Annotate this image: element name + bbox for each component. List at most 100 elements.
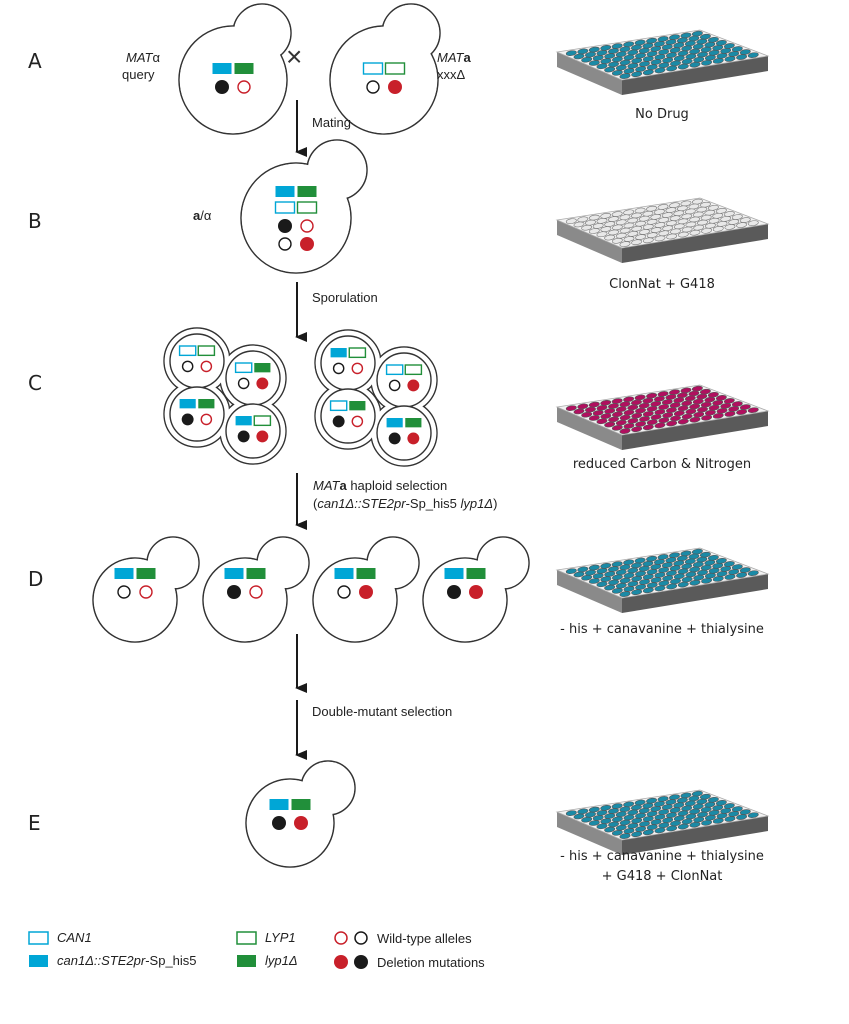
well: [642, 69, 654, 76]
well: [693, 816, 705, 823]
well: [577, 808, 589, 815]
well: [596, 231, 608, 238]
well: [615, 51, 627, 58]
well: [700, 401, 712, 408]
plate-e: [555, 789, 770, 855]
well: [619, 73, 631, 79]
can1-marker: [329, 400, 348, 412]
well: [747, 570, 759, 576]
well: [642, 802, 654, 809]
well: [623, 423, 635, 429]
well: [653, 559, 665, 565]
well: [627, 822, 639, 829]
well: [619, 241, 631, 247]
well: [723, 43, 735, 49]
can1-marker: [274, 201, 296, 214]
well: [723, 398, 735, 404]
well: [635, 66, 647, 72]
tetrad-1: [163, 327, 287, 465]
well: [681, 576, 693, 583]
well: [646, 392, 658, 399]
well: [685, 53, 697, 60]
plate-label-b: ClonNat + G418: [609, 277, 715, 292]
well: [662, 225, 674, 232]
well: [712, 562, 724, 569]
well: [661, 804, 673, 810]
can1-deletion-marker: [114, 568, 134, 579]
well: [716, 813, 728, 819]
well: [646, 219, 658, 225]
deletion-black-allele: [237, 430, 250, 443]
well: [654, 585, 666, 592]
well: [684, 395, 696, 402]
well: [611, 425, 623, 431]
lyp1-marker: [404, 364, 423, 376]
cell-fill: [241, 163, 351, 273]
lyp1-deletion-marker: [349, 401, 366, 411]
wild-type-black-allele: [337, 585, 351, 599]
well: [673, 42, 685, 49]
row-label-c: C: [28, 371, 42, 395]
well: [592, 815, 604, 821]
well: [588, 46, 600, 53]
well: [747, 812, 759, 818]
wild-type-red-allele: [351, 415, 364, 428]
well: [619, 577, 631, 584]
well: [665, 207, 677, 213]
well: [604, 571, 616, 577]
lyp1-marker: [296, 201, 318, 214]
well: [627, 217, 639, 224]
well: [681, 805, 693, 812]
legend-del-red: [334, 955, 348, 969]
well: [685, 221, 697, 228]
step-haploid-genotype: (can1Δ::STE2pr-Sp_his5 lyp1Δ): [313, 496, 497, 511]
well: [619, 59, 631, 66]
well: [619, 227, 631, 234]
well: [600, 413, 612, 419]
well: [697, 51, 708, 58]
well: [677, 568, 689, 575]
well: [604, 234, 616, 241]
well: [585, 51, 596, 58]
can1-deletion-marker: [334, 568, 354, 579]
well: [724, 816, 736, 822]
well: [631, 426, 643, 433]
double-mutant-cell: [245, 760, 356, 868]
plate-label-a: No Drug: [635, 107, 689, 122]
well: [646, 555, 658, 562]
can1-deletion-marker: [212, 63, 232, 74]
well: [623, 801, 635, 808]
well: [708, 49, 720, 56]
well: [662, 817, 674, 824]
well: [650, 564, 662, 570]
well: [700, 806, 712, 813]
well: [665, 557, 677, 563]
well: [581, 816, 593, 823]
well: [697, 219, 708, 226]
well: [731, 46, 743, 52]
can1-deletion-marker: [179, 399, 196, 409]
well: [673, 55, 685, 62]
well: [565, 405, 577, 411]
well: [650, 46, 662, 52]
well: [724, 224, 736, 230]
well: [697, 811, 708, 818]
well: [619, 414, 631, 421]
well: [712, 413, 724, 419]
well: [630, 44, 642, 51]
well: [677, 50, 689, 57]
well: [565, 810, 577, 816]
well: [658, 217, 670, 223]
plate-side-front: [622, 816, 768, 855]
well: [619, 46, 631, 53]
well: [635, 570, 646, 577]
haploid-cell-3: [312, 536, 420, 643]
well: [739, 809, 751, 815]
well: [596, 823, 608, 830]
well: [639, 821, 650, 827]
well: [666, 65, 678, 72]
well: [573, 53, 585, 60]
well: [631, 412, 643, 419]
well: [704, 54, 716, 61]
well: [728, 569, 740, 575]
